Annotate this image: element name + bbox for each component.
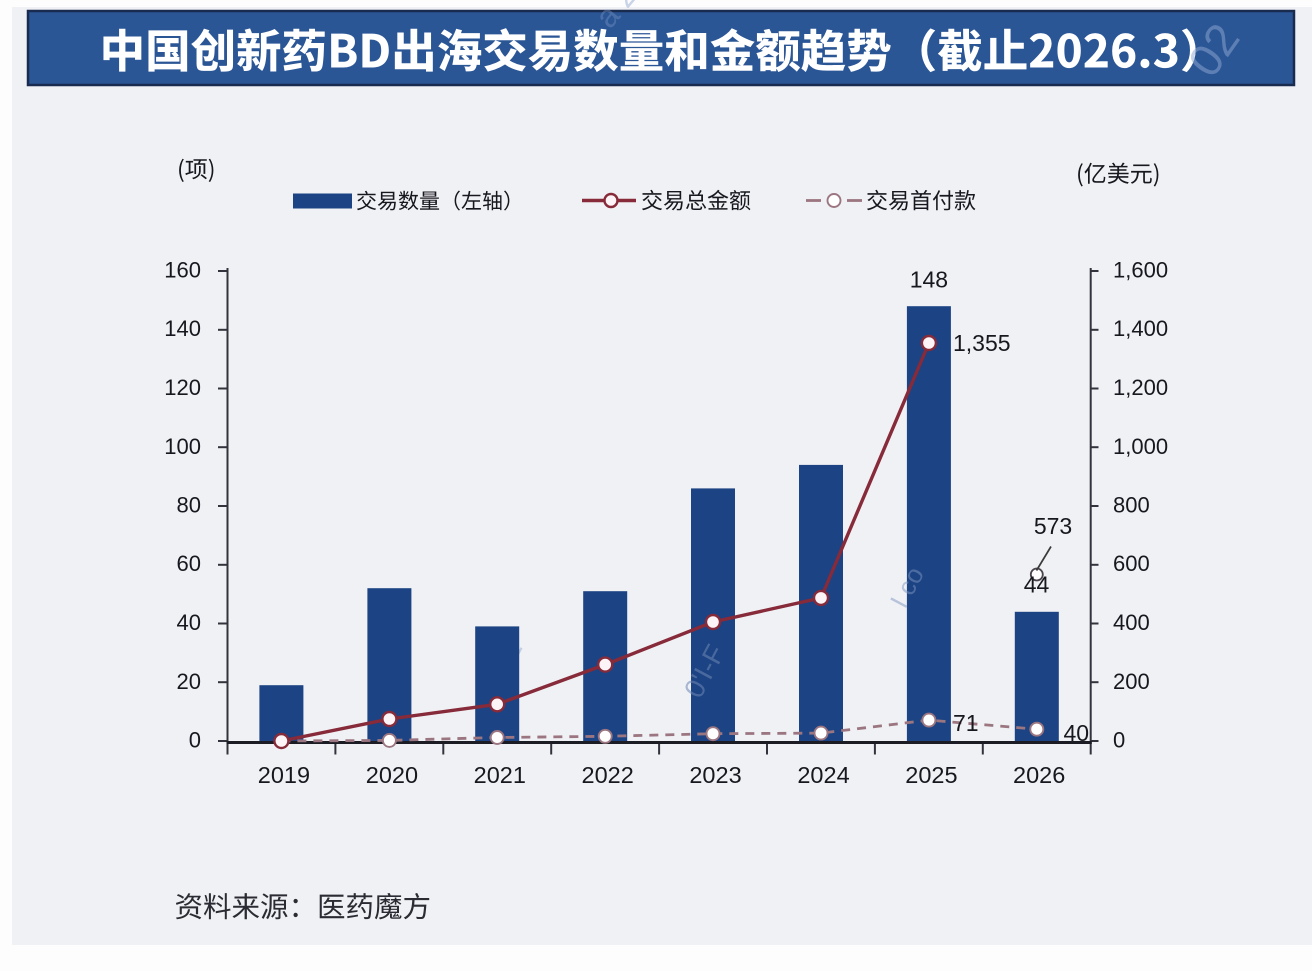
svg-text:0: 0 [189,728,201,753]
svg-text:2020: 2020 [366,762,418,788]
svg-text:1,400: 1,400 [1113,316,1168,341]
svg-text:20: 20 [177,669,201,694]
svg-text:140: 140 [164,316,201,341]
svg-text:600: 600 [1113,551,1150,576]
svg-text:71: 71 [953,710,979,736]
svg-text:1,355: 1,355 [953,330,1011,356]
svg-text:44: 44 [1024,572,1050,598]
svg-text:2025: 2025 [905,762,957,788]
svg-text:60: 60 [177,551,201,576]
svg-text:2022: 2022 [582,762,634,788]
svg-text:800: 800 [1113,493,1150,518]
svg-text:120: 120 [164,375,201,400]
svg-text:160: 160 [164,258,201,283]
svg-text:1,200: 1,200 [1113,375,1168,400]
svg-text:2026: 2026 [1013,762,1065,788]
svg-text:80: 80 [177,493,201,518]
svg-text:2019: 2019 [258,762,310,788]
svg-text:400: 400 [1113,610,1150,635]
svg-text:2024: 2024 [797,762,849,788]
svg-text:200: 200 [1113,669,1150,694]
svg-text:2023: 2023 [689,762,741,788]
svg-text:2021: 2021 [474,762,526,788]
svg-text:573: 573 [1034,513,1072,539]
svg-text:100: 100 [164,434,201,459]
svg-text:0: 0 [1113,728,1125,753]
svg-text:40: 40 [1064,720,1090,746]
svg-text:148: 148 [910,267,948,293]
svg-text:40: 40 [177,610,201,635]
svg-text:1,600: 1,600 [1113,258,1168,283]
svg-text:1,000: 1,000 [1113,434,1168,459]
